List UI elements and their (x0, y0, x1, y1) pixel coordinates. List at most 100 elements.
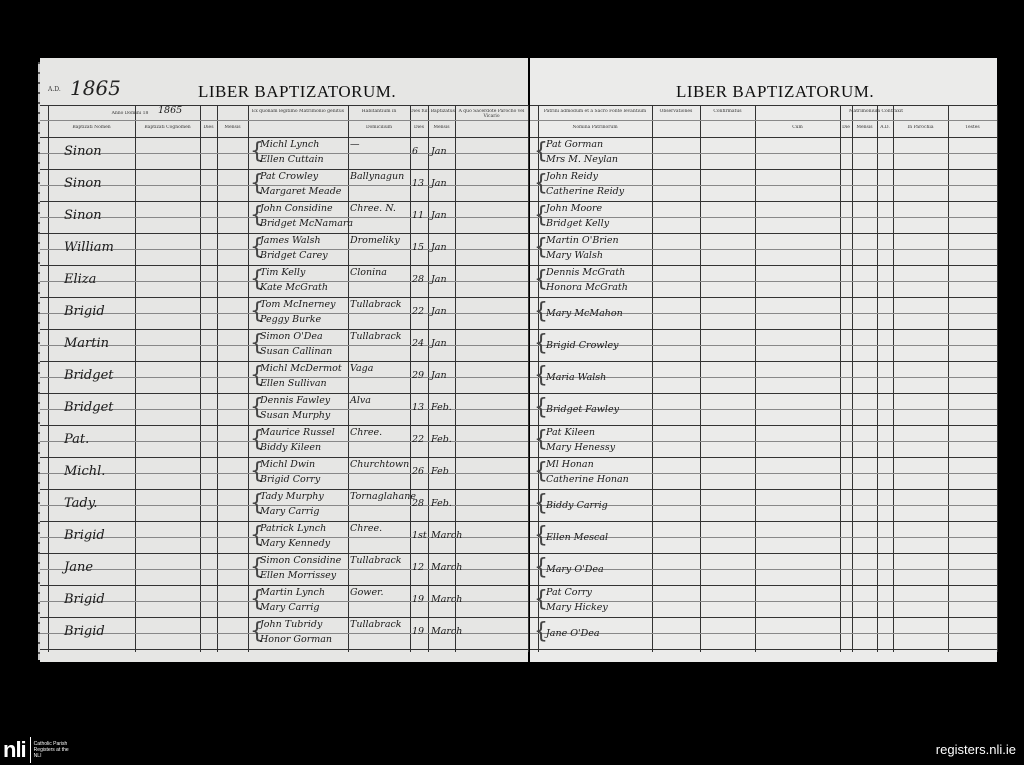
sponsor-name: Catherine Honan (546, 474, 629, 485)
column-divider (428, 105, 429, 652)
father-name: Tim Kelly (260, 267, 306, 278)
row-half-rule (40, 633, 528, 634)
father-name: James Walsh (260, 235, 321, 246)
row-half-rule (40, 185, 528, 186)
parents-brace: { (250, 587, 264, 612)
domicile: Churchtown (350, 459, 410, 470)
father-name: Tady Murphy (260, 491, 324, 502)
baptized-name: Sinon (64, 144, 102, 159)
column-header: Dies (203, 125, 214, 130)
column-header: Observationes (659, 109, 693, 114)
sponsors-brace: { (534, 459, 548, 484)
mother-name: Mary Carrig (260, 506, 320, 517)
baptism-day: 24 (412, 338, 425, 349)
baptism-day: 12 (412, 562, 425, 573)
sponsor-name: Maria Walsh (546, 372, 607, 383)
father-name: Michl McDermot (260, 363, 342, 374)
parents-brace: { (250, 491, 264, 516)
left-register-table: Anno Domini 18 1865 Baptizati Nomen Bapti… (40, 105, 529, 652)
column-divider (652, 105, 653, 652)
sponsor-name: Bridget Fawley (546, 404, 619, 415)
row-rule (530, 169, 997, 170)
domicile: Chree. (350, 427, 383, 438)
baptism-month: Jan (431, 242, 447, 253)
column-divider (410, 105, 411, 652)
parents-brace: { (250, 139, 264, 164)
baptism-month: Jan (431, 210, 447, 221)
row-rule (530, 329, 997, 330)
row-rule (40, 393, 528, 394)
sponsors-brace: { (534, 299, 548, 324)
column-divider (877, 105, 878, 652)
row-rule (40, 489, 528, 490)
right-register-page: LIBER BAPTIZATORUM. Patrini admodum et a… (530, 58, 998, 662)
sponsor-name: Bridget Kelly (546, 218, 610, 229)
sponsor-name: Mary McMahon (546, 308, 623, 319)
father-name: Michl Dwin (260, 459, 316, 470)
registers-site-link[interactable]: registers.nli.ie (935, 742, 1016, 757)
baptism-month: March (431, 530, 463, 541)
sponsor-name: Mrs M. Neylan (546, 154, 619, 165)
mother-name: Margaret Meade (260, 186, 342, 197)
father-name: Simon Considine (260, 555, 342, 566)
row-rule (530, 201, 997, 202)
register-year: 1865 (70, 76, 121, 100)
baptism-month: Feb. (431, 434, 452, 445)
father-name: Pat Crowley (260, 171, 319, 182)
parents-brace: { (250, 171, 264, 196)
row-rule (530, 521, 997, 522)
baptism-day: 13 (412, 178, 425, 189)
domicile: Vaga (350, 363, 374, 374)
row-rule (40, 521, 528, 522)
baptized-name: Brigid (64, 592, 105, 607)
baptized-name: Brigid (64, 624, 105, 639)
baptized-name: Sinon (64, 208, 102, 223)
row-half-rule (40, 537, 528, 538)
sponsor-name: John Reidy (546, 171, 599, 182)
baptized-name: Bridget (64, 368, 114, 383)
column-header: Habitantium in (361, 109, 397, 114)
father-name: John Considine (260, 203, 333, 214)
baptism-month: Jan (431, 146, 447, 157)
column-header: Domicilium (365, 125, 393, 130)
mother-name: Peggy Burke (260, 314, 322, 325)
column-header: Nomina Patrinorum (572, 125, 618, 130)
row-half-rule (40, 409, 528, 410)
domicile: Tullabrack (350, 619, 402, 630)
baptism-day: 11 (412, 210, 425, 221)
row-rule (40, 233, 528, 234)
parents-brace: { (250, 299, 264, 324)
column-divider (755, 105, 756, 652)
mother-name: Susan Callinan (260, 346, 333, 357)
row-half-rule (530, 281, 997, 282)
row-half-rule (530, 313, 997, 314)
row-rule (40, 425, 528, 426)
column-divider (840, 105, 841, 652)
baptism-month: Jan (431, 306, 447, 317)
baptism-day: 28 (412, 274, 425, 285)
baptized-name: Brigid (64, 304, 105, 319)
sponsors-brace: { (534, 139, 548, 164)
row-half-rule (40, 505, 528, 506)
row-rule (40, 361, 528, 362)
row-half-rule (40, 473, 528, 474)
row-half-rule (40, 281, 528, 282)
row-half-rule (40, 569, 528, 570)
baptized-name: Martin (64, 336, 110, 351)
row-half-rule (530, 537, 997, 538)
row-half-rule (530, 377, 997, 378)
column-divider (893, 105, 894, 652)
baptized-name: Brigid (64, 528, 105, 543)
baptized-name: Michl. (64, 464, 106, 479)
domicile: Chree. (350, 523, 383, 534)
column-divider (997, 105, 998, 652)
column-divider (135, 105, 136, 652)
row-rule (530, 137, 997, 138)
parents-brace: { (250, 331, 264, 356)
column-header: Testes (965, 125, 980, 130)
page-title-right: LIBER BAPTIZATORUM. (676, 82, 875, 101)
baptized-name: Jane (64, 560, 94, 575)
row-half-rule (40, 217, 528, 218)
column-divider (700, 105, 701, 652)
domicile: Clonina (350, 267, 387, 278)
